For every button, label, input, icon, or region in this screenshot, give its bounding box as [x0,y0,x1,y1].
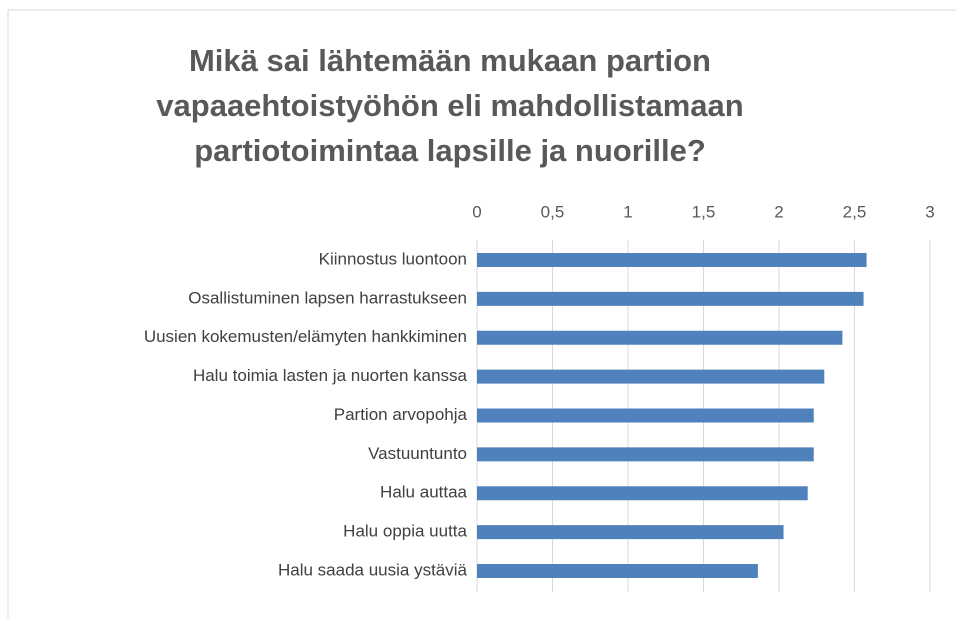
y-tick-label: Halu saada uusia ystäviä [278,560,468,579]
bar [477,525,784,540]
bar [477,291,864,306]
bar [477,564,758,578]
x-tick-label: 1,5 [692,202,716,221]
y-tick-label: Osallistuminen lapsen harrastukseen [188,288,467,307]
y-tick-label: Halu oppia uutta [343,522,467,541]
bar [477,330,843,345]
x-tick-label: 0,5 [541,202,565,221]
y-tick-label: Vastuuntunto [368,444,467,463]
bar [477,253,867,267]
bar [477,486,808,501]
x-tick-label: 3 [925,202,934,221]
bar [477,369,825,384]
bar [477,408,814,423]
x-tick-label: 2 [774,202,783,221]
y-tick-label: Halu toimia lasten ja nuorten kanssa [193,366,468,385]
y-tick-label: Uusien kokemusten/elämyten hankkiminen [144,327,467,346]
y-tick-label: Kiinnostus luontoon [319,249,467,268]
x-tick-label: 0 [472,202,481,221]
chart-title: vapaaehtoistyöhön eli mahdollistamaan [156,88,743,123]
x-tick-label: 1 [623,202,632,221]
y-tick-label: Partion arvopohja [334,405,468,424]
bar [477,447,814,462]
x-tick-label: 2,5 [843,202,867,221]
chart-title: Mikä sai lähtemään mukaan partion [189,43,711,78]
y-tick-label: Halu auttaa [380,483,467,502]
chart-title: partiotoimintaa lapsille ja nuorille? [194,133,706,168]
